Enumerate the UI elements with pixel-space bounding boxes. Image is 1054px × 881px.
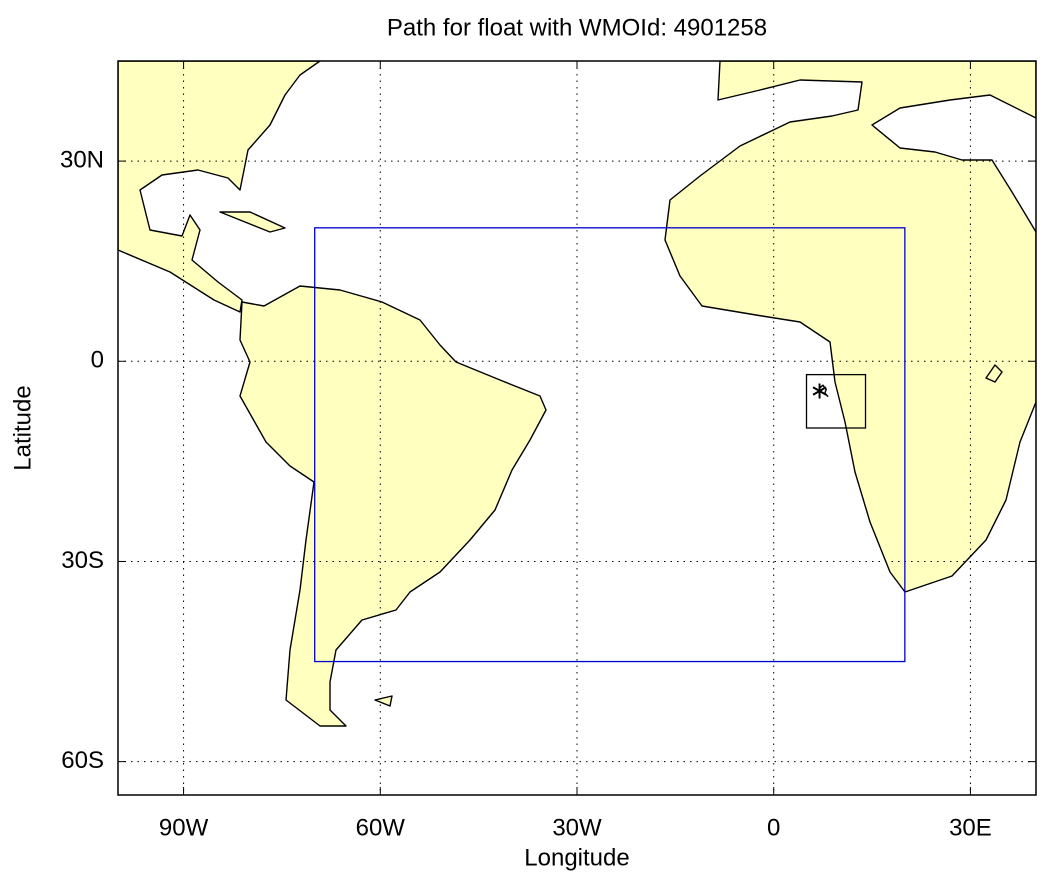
region-box	[805, 373, 867, 429]
africa-europe	[664, 61, 1036, 593]
x-tick-label: 30W	[552, 814, 602, 841]
plot-frame	[117, 60, 1037, 796]
chart-title: Path for float with WMOId: 4901258	[387, 14, 767, 41]
north-america	[118, 61, 321, 313]
y-tick-label: 30S	[61, 547, 104, 574]
falklands	[374, 695, 393, 707]
y-tick-label: 60S	[61, 747, 104, 774]
y-tick-label: 30N	[60, 146, 104, 173]
float-start: ∗	[810, 377, 830, 404]
x-tick-label: 0	[767, 814, 780, 841]
y-axis-label: Latitude	[9, 385, 36, 470]
land	[118, 61, 1036, 727]
x-axis-label: Longitude	[524, 844, 629, 871]
madagascar	[985, 364, 1003, 383]
x-tick-label: 60W	[356, 814, 406, 841]
south-america	[239, 285, 547, 727]
y-tick-label: 0	[91, 347, 104, 374]
region-box	[314, 227, 906, 663]
cuba	[219, 211, 286, 233]
x-tick-label: 90W	[159, 814, 209, 841]
x-tick-label: 30E	[949, 814, 992, 841]
float-path	[819, 384, 829, 398]
